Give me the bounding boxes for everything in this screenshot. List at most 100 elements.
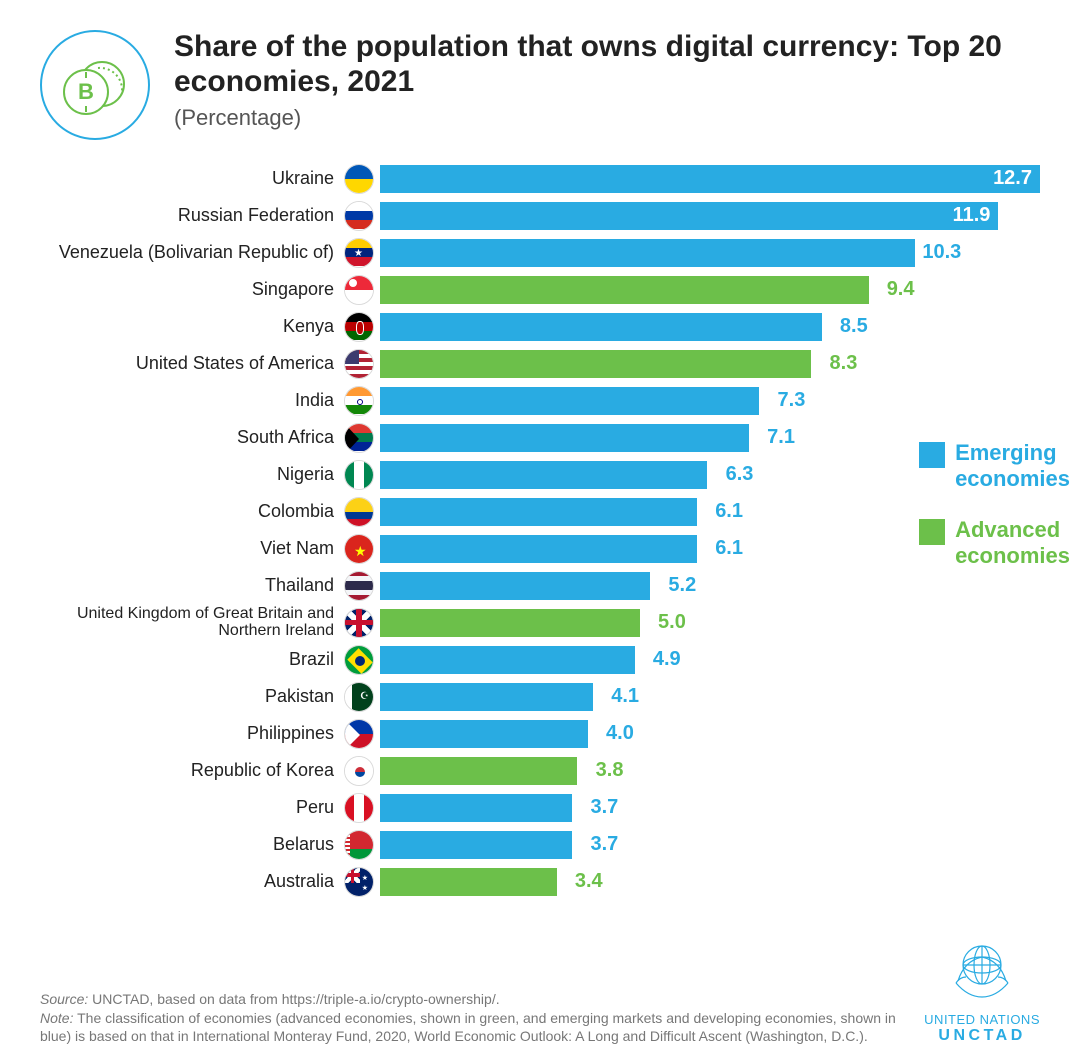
country-label: United States of America: [40, 354, 340, 373]
bar-chart: Ukraine12.7Russian Federation11.9Venezue…: [40, 160, 1040, 900]
country-label: Philippines: [40, 724, 340, 743]
country-label: Peru: [40, 798, 340, 817]
bar: 8.5: [380, 313, 822, 341]
bar-value: 7.1: [767, 424, 795, 452]
brazil-flag-icon: [344, 645, 374, 675]
bar-value: 7.3: [778, 387, 806, 415]
uk-flag-icon: [344, 608, 374, 638]
country-label: Singapore: [40, 280, 340, 299]
bar-value: 8.5: [840, 313, 868, 341]
bar-value: 9.4: [887, 276, 915, 304]
bar-value: 4.9: [653, 646, 681, 674]
chart-row: Singapore 9.4: [40, 271, 1040, 308]
bar-value: 6.3: [726, 461, 754, 489]
bar-track: 3.8: [380, 757, 1040, 785]
bar: 5.2: [380, 572, 650, 600]
bar: 6.3: [380, 461, 707, 489]
footer: Source: UNCTAD, based on data from https…: [40, 933, 1040, 1045]
unctad-logo: UNITED NATIONS UNCTAD: [924, 933, 1040, 1045]
country-label: Belarus: [40, 835, 340, 854]
legend-item: Advancedeconomies: [919, 517, 1070, 570]
legend: Emergingeconomies Advancedeconomies: [919, 440, 1070, 594]
chart-row: Colombia6.1: [40, 493, 1040, 530]
bar: 3.8: [380, 757, 577, 785]
chart-row: Australia★★3.4: [40, 863, 1040, 900]
russia-flag-icon: [344, 201, 374, 231]
chart-row: Pakistan☪4.1: [40, 678, 1040, 715]
bar-value: 4.0: [606, 720, 634, 748]
country-label: Kenya: [40, 317, 340, 336]
bar-track: 3.7: [380, 831, 1040, 859]
bar: 12.7: [380, 165, 1040, 193]
chart-row: United States of America 8.3: [40, 345, 1040, 382]
chart-row: Peru 3.7: [40, 789, 1040, 826]
chart-title: Share of the population that owns digita…: [174, 30, 1040, 99]
bar-value: 11.9: [953, 202, 991, 230]
country-label: Nigeria: [40, 465, 340, 484]
country-label: India: [40, 391, 340, 410]
bar: 10.3: [380, 239, 915, 267]
bar: 3.7: [380, 831, 572, 859]
belarus-flag-icon: [344, 830, 374, 860]
bar: 8.3: [380, 350, 811, 378]
bar-track: 4.9: [380, 646, 1040, 674]
kenya-flag-icon: [344, 312, 374, 342]
philippines-flag-icon: [344, 719, 374, 749]
vietnam-flag-icon: ★: [344, 534, 374, 564]
logo-line2: UNCTAD: [924, 1027, 1040, 1045]
country-label: Venezuela (Bolivarian Republic of): [40, 243, 340, 262]
chart-row: Nigeria 6.3: [40, 456, 1040, 493]
chart-row: Ukraine 12.7: [40, 160, 1040, 197]
header: B Share of the population that owns digi…: [40, 30, 1040, 140]
bar-value: 5.2: [668, 572, 696, 600]
chart-row: India 7.3: [40, 382, 1040, 419]
thailand-flag-icon: [344, 571, 374, 601]
chart-subtitle: (Percentage): [174, 105, 1040, 131]
chart-row: Russian Federation11.9: [40, 197, 1040, 234]
source-text: UNCTAD, based on data from https://tripl…: [92, 991, 499, 1007]
bar-track: 8.5: [380, 313, 1040, 341]
venezuela-flag-icon: ★: [344, 238, 374, 268]
bar: 4.9: [380, 646, 635, 674]
bar-track: 10.3: [380, 239, 1040, 267]
bar-track: 3.4: [380, 868, 1040, 896]
country-label: Thailand: [40, 576, 340, 595]
bar-track: 4.0: [380, 720, 1040, 748]
singapore-flag-icon: [344, 275, 374, 305]
bar-track: 4.1: [380, 683, 1040, 711]
chart-row: Republic of Korea 3.8: [40, 752, 1040, 789]
svg-text:B: B: [78, 79, 94, 104]
chart-row: Venezuela (Bolivarian Republic of)★10.3: [40, 234, 1040, 271]
bar-value: 3.7: [590, 831, 618, 859]
country-label: South Africa: [40, 428, 340, 447]
bar: 4.0: [380, 720, 588, 748]
bar: 7.3: [380, 387, 759, 415]
bar-track: 7.3: [380, 387, 1040, 415]
usa-flag-icon: [344, 349, 374, 379]
legend-swatch: [919, 442, 945, 468]
peru-flag-icon: [344, 793, 374, 823]
bar-track: 9.4: [380, 276, 1040, 304]
india-flag-icon: [344, 386, 374, 416]
bar-value: 12.7: [993, 165, 1032, 193]
bar-track: 11.9: [380, 202, 1040, 230]
chart-row: Belarus 3.7: [40, 826, 1040, 863]
bar: 3.7: [380, 794, 572, 822]
chart-row: Thailand 5.2: [40, 567, 1040, 604]
country-label: Ukraine: [40, 169, 340, 188]
southafrica-flag-icon: [344, 423, 374, 453]
legend-swatch: [919, 519, 945, 545]
bar: 11.9: [380, 202, 998, 230]
country-label: Republic of Korea: [40, 761, 340, 780]
chart-row: South Africa 7.1: [40, 419, 1040, 456]
note-label: Note:: [40, 1010, 73, 1026]
legend-label: Emergingeconomies: [955, 440, 1070, 493]
legend-label: Advancedeconomies: [955, 517, 1070, 570]
bar-value: 6.1: [715, 535, 743, 563]
bar-value: 4.1: [611, 683, 639, 711]
bar-track: 8.3: [380, 350, 1040, 378]
bar: 5.0: [380, 609, 640, 637]
chart-row: Philippines 4.0: [40, 715, 1040, 752]
korea-flag-icon: [344, 756, 374, 786]
bar: 3.4: [380, 868, 557, 896]
